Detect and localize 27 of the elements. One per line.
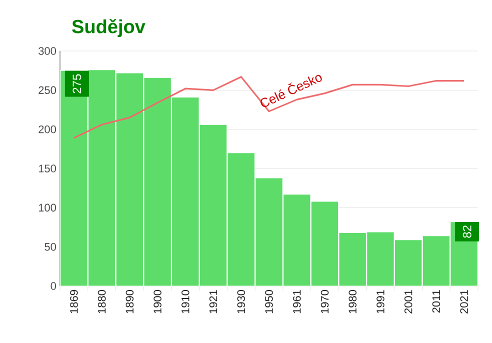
data-label: 82 [462, 226, 472, 238]
x-tick-label: 2021 [460, 290, 468, 314]
x-tick-label: 1980 [348, 290, 356, 314]
x-tick-label: 2011 [432, 290, 440, 313]
y-tick-label: 200 [38, 125, 56, 134]
chart-title: Sudějov [72, 18, 146, 38]
x-tick-label: 1869 [70, 290, 78, 314]
y-tick-label: 300 [38, 47, 56, 55]
x-tick-label: 2001 [404, 290, 412, 314]
line-series [73, 76, 465, 139]
x-tick-label: 1950 [265, 290, 273, 314]
text: Celé Česko [260, 74, 322, 107]
data-label: 275 [72, 74, 82, 94]
x-tick-label: 1890 [126, 290, 134, 314]
x-tick-label: 1880 [98, 290, 106, 314]
x-tick-label: 1991 [376, 290, 384, 314]
y-tick-label: 50 [44, 242, 56, 251]
x-tick-label: 1900 [154, 290, 162, 314]
y-tick-label: 250 [38, 86, 56, 94]
y-tick-label: 0 [50, 282, 56, 290]
y-tick-label: 100 [38, 204, 56, 212]
x-tick-label: 1961 [292, 290, 301, 314]
y-tick-label: 150 [38, 164, 56, 172]
x-tick-label: 1970 [320, 290, 329, 314]
x-tick-label: 1921 [209, 290, 218, 314]
x-tick-label: 1930 [237, 290, 246, 314]
x-tick-label: 1910 [182, 290, 190, 314]
